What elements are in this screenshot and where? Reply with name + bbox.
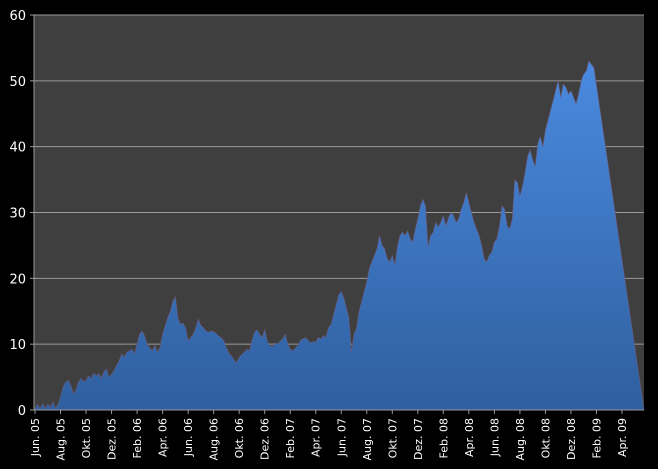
x-tick-label: Jun. 05	[29, 418, 42, 457]
x-tick-label: Jun. 07	[335, 418, 348, 457]
x-axis-ticks: Jun. 05 Aug. 05 Okt. 05 Dez. 05 Feb. 06 Apr. …	[29, 410, 629, 460]
y-tick-label: 50	[9, 75, 26, 90]
gridlines	[34, 14, 644, 345]
x-tick-label: Feb. 06	[131, 418, 144, 458]
y-tick-label: 20	[9, 272, 26, 287]
x-tick-label: Aug. 07	[361, 418, 374, 460]
x-tick-label: Jun. 08	[488, 418, 501, 457]
x-tick-label: Dez. 08	[565, 418, 578, 460]
data-area	[34, 60, 645, 411]
y-tick-label: 0	[18, 404, 26, 419]
y-tick-label: 40	[9, 141, 26, 156]
x-tick-label: Jun. 06	[182, 418, 195, 457]
y-tick-label: 60	[9, 9, 26, 24]
x-tick-label: Apr. 09	[616, 418, 629, 457]
x-tick-label: Aug. 06	[208, 418, 221, 460]
x-tick-label: Dez. 05	[106, 418, 119, 460]
x-tick-label: Aug. 05	[55, 418, 68, 460]
x-tick-label: Feb. 09	[590, 418, 603, 458]
x-tick-label: Aug. 08	[514, 418, 527, 460]
x-tick-label: Dez. 07	[412, 418, 425, 460]
x-tick-label: Okt. 08	[539, 418, 552, 458]
y-axis-ticks: 0 10 20 30 40 50 60	[9, 9, 34, 419]
x-tick-label: Apr. 07	[310, 418, 323, 457]
x-tick-label: Feb. 07	[284, 418, 297, 458]
x-tick-label: Dez. 06	[259, 418, 272, 460]
x-tick-label: Okt. 06	[233, 418, 246, 458]
x-tick-label: Okt. 05	[80, 418, 93, 458]
x-tick-label: Okt. 07	[386, 418, 399, 458]
x-tick-label: Apr. 08	[463, 418, 476, 457]
x-tick-label: Feb. 08	[437, 418, 450, 458]
y-tick-label: 10	[9, 338, 26, 353]
x-tick-label: Apr. 06	[157, 418, 170, 457]
y-tick-label: 30	[9, 207, 26, 222]
